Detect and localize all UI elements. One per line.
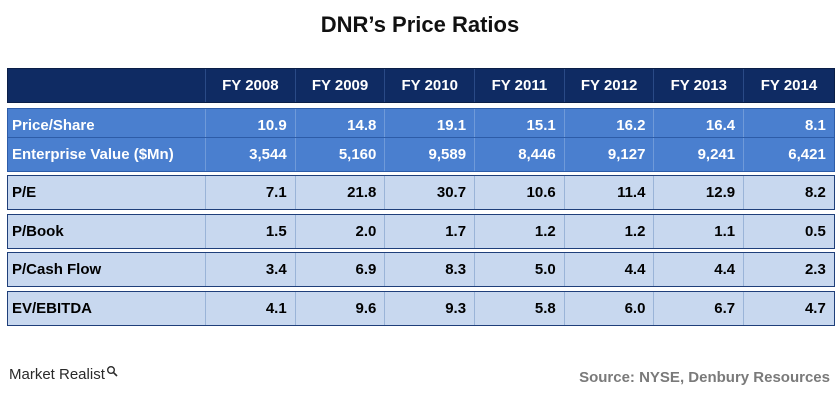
table-cell: 10.6 — [475, 176, 565, 209]
table-cell: 5,160 — [296, 138, 386, 171]
table-cell: 1.2 — [475, 215, 565, 248]
row-label: Enterprise Value ($Mn) — [8, 138, 206, 171]
table-cell: 9.6 — [296, 292, 386, 325]
table-row-ev-ebitda: EV/EBITDA 4.1 9.6 9.3 5.8 6.0 6.7 4.7 — [7, 291, 835, 326]
table-cell: 5.8 — [475, 292, 565, 325]
table-cell: 4.1 — [206, 292, 296, 325]
column-header-fy-2013: FY 2013 — [654, 69, 745, 102]
table-cell: 3,544 — [206, 138, 296, 171]
table-cell: 1.1 — [654, 215, 745, 248]
table-cell: 6,421 — [788, 146, 826, 163]
table-cell: 1.2 — [565, 215, 655, 248]
table-cell: 8,446 — [475, 138, 565, 171]
chart-title: DNR’s Price Ratios — [320, 12, 520, 37]
column-header-fy-2011: FY 2011 — [475, 69, 565, 102]
table-cell: 6.9 — [296, 253, 386, 286]
header-corner-cell — [8, 69, 206, 102]
row-label: P/Cash Flow — [8, 253, 206, 286]
table-cell: 30.7 — [385, 176, 476, 209]
table-row-p-book: P/Book 1.5 2.0 1.7 1.2 1.2 1.1 0.5 — [7, 214, 835, 249]
table-cell: 12.9 — [654, 176, 745, 209]
table-cell: 1.5 — [206, 215, 296, 248]
column-header-fy-2010: FY 2010 — [385, 69, 476, 102]
row-label: EV/EBITDA — [8, 292, 206, 325]
table-cell: 14.8 — [296, 109, 386, 142]
table-cell: 6.0 — [565, 292, 655, 325]
table-cell: 4.4 — [565, 253, 655, 286]
table-cell: 16.4 — [654, 109, 745, 142]
table-cell: 15.1 — [475, 109, 565, 142]
table-row-enterprise-value-mn: Enterprise Value ($Mn) 3,544 5,160 9,589 8,4… — [7, 137, 835, 172]
table-cell: 9,241 — [654, 138, 745, 171]
table-row-p-cash-flow: P/Cash Flow 3.4 6.9 8.3 5.0 4.4 4.4 2.3 — [7, 252, 835, 287]
source-note: Source: NYSE, Denbury Resources — [579, 369, 830, 386]
table-cell: 9,589 — [385, 138, 476, 171]
table-cell: 16.2 — [565, 109, 655, 142]
column-header-fy-2014: FY 2014 — [760, 77, 818, 94]
row-label: P/Book — [8, 215, 206, 248]
table-cell: 2.3 — [804, 261, 826, 278]
table-cell: 6.7 — [654, 292, 745, 325]
table-cell: 8.1 — [804, 117, 826, 134]
column-header-fy-2008: FY 2008 — [206, 69, 296, 102]
table-cell: 9,127 — [565, 138, 655, 171]
table-cell: 1.7 — [385, 215, 476, 248]
table-row-p-e: P/E 7.1 21.8 30.7 10.6 11.4 12.9 8.2 — [7, 175, 835, 210]
table-cell: 2.0 — [296, 215, 386, 248]
table-cell: 7.1 — [206, 176, 296, 209]
table-cell: 8.3 — [385, 253, 476, 286]
column-header-fy-2009: FY 2009 — [296, 69, 386, 102]
logo-text: Market Realist — [9, 366, 105, 383]
magnifier-icon — [106, 366, 118, 377]
table-cell: 5.0 — [475, 253, 565, 286]
table-cell: 0.5 — [804, 223, 826, 240]
row-label: P/E — [8, 176, 206, 209]
table-cell: 11.4 — [565, 176, 655, 209]
row-label: Price/Share — [8, 109, 206, 142]
table-cell: 21.8 — [296, 176, 386, 209]
table-cell: 10.9 — [206, 109, 296, 142]
table-cell: 8.2 — [804, 184, 826, 201]
table-cell: 9.3 — [385, 292, 476, 325]
table-cell: 3.4 — [206, 253, 296, 286]
table-cell: 19.1 — [385, 109, 476, 142]
table-header-row: FY 2008 FY 2009 FY 2010 FY 2011 FY 2012 FY 20… — [7, 68, 835, 103]
table-cell: 4.4 — [654, 253, 745, 286]
column-header-fy-2012: FY 2012 — [565, 69, 655, 102]
table-cell: 4.7 — [804, 300, 826, 317]
market-realist-logo: Market Realist — [9, 366, 118, 383]
